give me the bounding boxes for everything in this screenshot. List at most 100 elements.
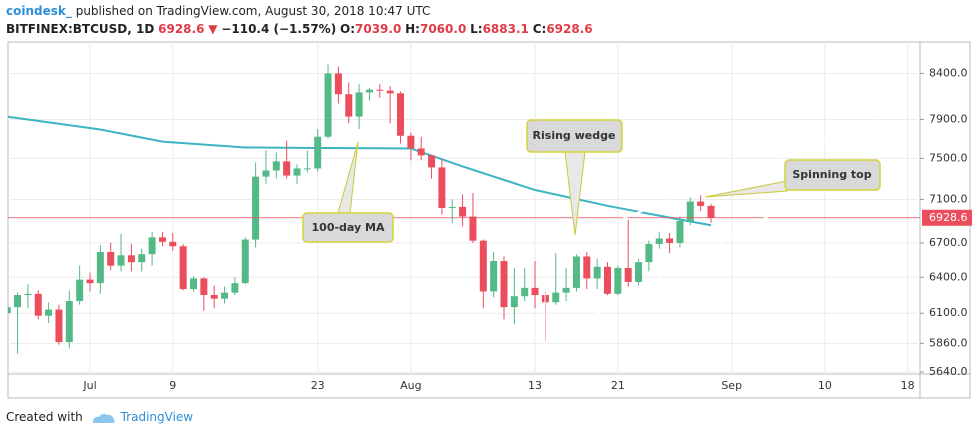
wedge-lower: [544, 129, 921, 344]
symbol-line: BITFINEX:BTCUSD, 1D 6928.6 ▼ −110.4 (−1.…: [6, 20, 593, 38]
candle-body: [624, 267, 632, 282]
annotation: 100-day MA: [312, 221, 385, 234]
candle-body: [14, 295, 22, 308]
author-link[interactable]: coindesk_: [6, 4, 72, 18]
candle-body: [138, 254, 146, 263]
created-with: Created with: [6, 410, 83, 424]
candle-body: [552, 292, 560, 303]
candle-body: [521, 287, 529, 297]
candle-body: [86, 279, 94, 284]
footer: Created with TradingView: [6, 410, 193, 425]
candle-body: [231, 283, 239, 293]
candle-body: [376, 89, 384, 91]
candle-body: [459, 206, 467, 217]
ohlc-label: O:: [340, 22, 355, 36]
candle-body: [386, 90, 394, 94]
header-line: coindesk_ published on TradingView.com, …: [6, 2, 593, 20]
candle-body: [55, 309, 63, 343]
callout-box: [784, 159, 881, 191]
annotation: Rising wedge: [533, 129, 616, 142]
candle-body: [448, 206, 456, 208]
y-tick-label: 7500.0: [929, 151, 968, 164]
candle-body: [127, 255, 135, 263]
candle-body: [262, 170, 270, 177]
candle-body: [272, 161, 280, 171]
candle-body: [293, 168, 301, 176]
candle-body: [314, 136, 322, 169]
candle-body: [334, 73, 342, 95]
ohlc-value: 6928.6: [546, 22, 593, 36]
published: published on TradingView.com, August 30,…: [75, 4, 431, 18]
y-tick-label: 8400.0: [929, 66, 968, 79]
x-tick-label: Aug: [400, 379, 421, 392]
ohlc-value: 7039.0: [355, 22, 402, 36]
candle-body: [241, 239, 249, 284]
brand-link[interactable]: TradingView: [120, 410, 194, 424]
ohlc-label: C:: [532, 22, 547, 36]
candle-body: [593, 266, 601, 279]
candle-body: [345, 94, 353, 117]
x-tick-label: Sep: [721, 379, 742, 392]
last-price-box: [922, 209, 972, 226]
candle-body: [117, 255, 125, 266]
candle-body: [76, 279, 84, 302]
x-tick-label: 13: [528, 379, 542, 392]
frame: [7, 41, 971, 399]
x-tick-label: Jul: [82, 379, 96, 392]
candle-body: [24, 293, 32, 296]
y-tick-label: 6400.0: [929, 270, 968, 283]
candle-body: [148, 237, 156, 255]
candle-body: [417, 148, 425, 156]
callout-pointer: [704, 180, 788, 198]
candle-body: [324, 73, 332, 137]
y-tick-label: 7100.0: [929, 192, 968, 205]
ohlc-label: H:: [405, 22, 420, 36]
candle-body: [635, 262, 643, 282]
symbol: BITFINEX:BTCUSD, 1D: [6, 22, 155, 36]
candle-body: [407, 135, 415, 149]
ohlc-value: 6883.1: [482, 22, 529, 36]
candle-body: [365, 89, 373, 93]
candle-body: [614, 267, 622, 294]
candle-body: [479, 240, 487, 292]
x-tick-label: 21: [611, 379, 625, 392]
candle-body: [686, 201, 694, 221]
candle-body: [655, 238, 663, 245]
candle-body: [65, 301, 73, 343]
change: −110.4 (−1.57%): [221, 22, 337, 36]
ohlc-label: L:: [470, 22, 483, 36]
logo: [92, 413, 115, 423]
candle-body: [428, 155, 436, 168]
candle-body: [200, 278, 208, 296]
candle-body: [438, 167, 446, 208]
x-tick-label: 10: [818, 379, 832, 392]
candle-body: [252, 176, 260, 240]
candle-body: [45, 309, 53, 316]
candle-body: [500, 261, 508, 308]
chart: Rising wedge 100-day MA Spinning top 564…: [7, 41, 972, 399]
candle-body: [397, 93, 404, 136]
callout-pointer: [337, 141, 359, 214]
last: 6928.6: [158, 22, 205, 36]
x-tick-label: 18: [901, 379, 915, 392]
ohlc-value: 7060.0: [419, 22, 467, 36]
x-tick-label: 23: [311, 379, 325, 392]
candle-body: [583, 256, 591, 279]
candle-body: [34, 293, 42, 316]
last-price-label: 6928.6: [929, 211, 968, 224]
y-tick-label: 7900.0: [929, 112, 968, 125]
callout-box: [302, 212, 394, 243]
candle-body: [676, 220, 684, 243]
candle-body: [303, 168, 311, 170]
candle-body: [604, 266, 611, 294]
header: coindesk_ published on TradingView.com, …: [6, 2, 593, 38]
candle-body: [221, 292, 229, 299]
candle-body: [210, 295, 218, 299]
candle-body: [169, 241, 177, 247]
candle-body: [572, 256, 580, 288]
y-tick-label: 5860.0: [929, 336, 968, 349]
annotation: Spinning top: [792, 168, 871, 181]
candle-body: [707, 205, 715, 218]
candle-body: [510, 296, 518, 308]
